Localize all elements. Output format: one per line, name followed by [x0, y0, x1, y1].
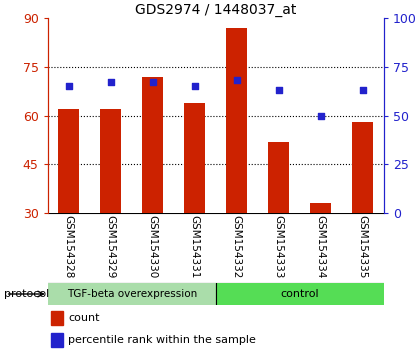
Point	[276, 87, 282, 93]
Text: GSM154334: GSM154334	[316, 215, 326, 279]
Text: percentile rank within the sample: percentile rank within the sample	[68, 335, 256, 345]
Title: GDS2974 / 1448037_at: GDS2974 / 1448037_at	[135, 3, 296, 17]
Text: GSM154331: GSM154331	[190, 215, 200, 279]
Text: GSM154329: GSM154329	[106, 215, 116, 279]
Text: GSM154333: GSM154333	[274, 215, 284, 279]
Text: TGF-beta overexpression: TGF-beta overexpression	[67, 289, 197, 299]
Text: control: control	[281, 289, 319, 299]
Bar	[51, 333, 63, 347]
Point	[107, 80, 114, 85]
Text: protocol: protocol	[4, 289, 49, 299]
Bar	[51, 311, 63, 325]
Text: GSM154328: GSM154328	[64, 215, 74, 279]
Bar	[216, 283, 384, 305]
Text: GSM154332: GSM154332	[232, 215, 242, 279]
Bar	[226, 28, 247, 213]
Point	[234, 78, 240, 83]
Bar	[58, 109, 79, 213]
Bar	[269, 142, 289, 213]
Bar	[100, 109, 121, 213]
Bar	[48, 283, 216, 305]
Bar	[142, 76, 163, 213]
Bar	[352, 122, 374, 213]
Bar	[310, 203, 331, 213]
Text: GSM154335: GSM154335	[358, 215, 368, 279]
Bar	[184, 103, 205, 213]
Text: GSM154330: GSM154330	[148, 215, 158, 278]
Text: count: count	[68, 313, 100, 323]
Point	[191, 84, 198, 89]
Point	[66, 84, 72, 89]
Point	[149, 80, 156, 85]
Point	[359, 87, 366, 93]
Point	[317, 113, 324, 118]
